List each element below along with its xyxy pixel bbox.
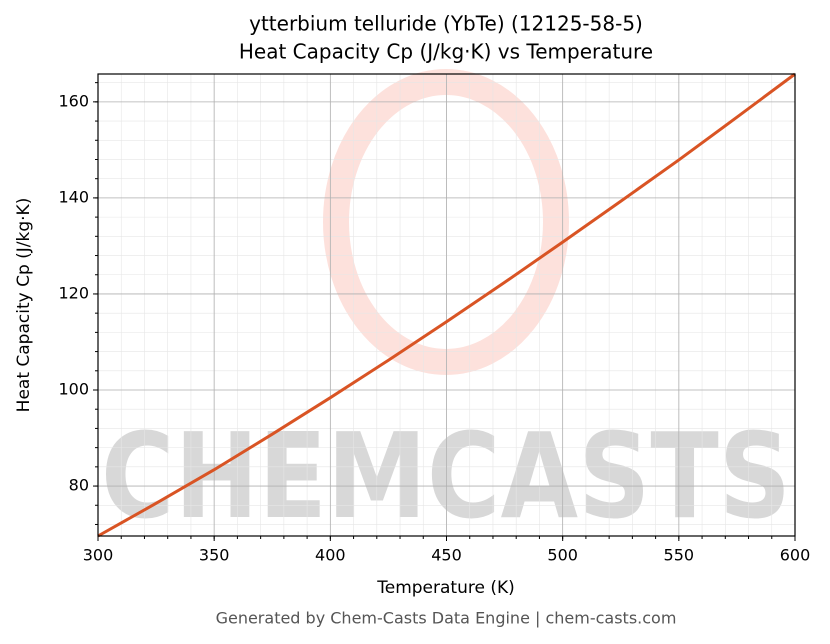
x-tick-label: 600 [780,546,811,565]
y-tick-label: 160 [58,91,89,110]
plot-frame [97,73,796,537]
y-tick-label: 80 [69,476,89,495]
footer: Generated by Chem-Casts Data Engine | ch… [216,609,677,628]
x-tick-label: 300 [83,546,114,565]
y-tick-label: 100 [58,380,89,399]
watermark: CHEMCASTS [101,407,791,545]
x-tick-label: 400 [315,546,346,565]
x-tick-label: 550 [664,546,695,565]
x-tick-label: 500 [547,546,578,565]
chart-title: ytterbium telluride (YbTe) (12125-58-5) [249,12,643,36]
chart-subtitle: Heat Capacity Cp (J/kg·K) vs Temperature [239,40,653,64]
x-tick-label: 350 [199,546,230,565]
y-tick-label: 120 [58,283,89,302]
x-tick-label: 450 [431,546,462,565]
x-axis-label: Temperature (K) [376,578,515,598]
y-tick-label: 140 [58,187,89,206]
watermark-logo [323,69,569,375]
data-line [97,72,796,538]
y-axis-label: Heat Capacity Cp (J/kg·K) [14,198,34,413]
